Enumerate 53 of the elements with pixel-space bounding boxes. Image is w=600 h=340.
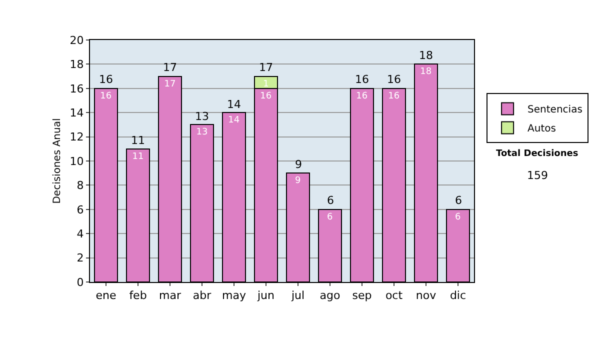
y-tick-label: 12 [70,130,84,144]
x-tick-label: ago [320,289,340,302]
total-label: 9 [295,158,302,171]
data-label: 16 [356,91,368,102]
x-tick-label: feb [129,289,147,302]
total-label: 6 [455,194,462,207]
data-label: 16 [388,91,400,102]
total-label: 11 [131,134,145,147]
y-tick-label: 0 [76,276,84,289]
y-tick-label: 6 [76,203,84,216]
x-tick-label: nov [416,289,437,302]
legend-label: Sentencias [528,104,582,116]
data-label: 1 [263,79,269,90]
x-tick-label: abr [192,289,212,302]
y-tick-label: 10 [70,154,84,168]
data-label: 13 [196,128,208,138]
total-label: 17 [259,61,273,74]
total-label: 16 [99,73,113,86]
data-label: 16 [100,91,112,102]
total-label: 6 [327,194,334,207]
data-label: 16 [260,91,272,102]
y-tick-label: 4 [76,227,84,240]
total-label: 18 [419,49,433,62]
x-tick-label: jul [290,289,305,302]
y-tick-label: 20 [70,34,84,47]
total-label: 13 [195,110,209,123]
total-label: 16 [355,73,369,86]
y-tick-label: 14 [70,106,84,120]
x-tick-label: ene [96,289,116,302]
text: Total Decisiones [496,149,578,159]
x-tick-label: jun [256,289,275,302]
y-tick-label: 16 [70,82,84,96]
y-tick-label: 18 [70,58,84,72]
total-label: 14 [227,98,241,111]
x-tick-label: mar [159,289,182,302]
text: 159 [527,169,548,182]
total-label: 16 [387,73,401,86]
y-axis-title: Decisiones Anual [52,118,63,204]
x-tick-label: dic [450,289,466,302]
data-label: 18 [420,67,432,78]
total-label: 17 [163,61,177,74]
y-tick-label: 8 [76,179,84,192]
legend-label: Autos [528,124,556,135]
x-tick-label: oct [385,289,404,302]
data-label: 11 [132,152,144,162]
data-label: 17 [164,79,176,90]
x-tick-label: may [222,289,246,302]
y-tick-label: 2 [76,252,84,265]
data-label: 9 [295,176,301,186]
data-label: 6 [327,212,333,222]
data-label: 14 [228,116,240,126]
x-tick-label: sep [352,289,372,302]
data-label: 6 [455,212,461,222]
